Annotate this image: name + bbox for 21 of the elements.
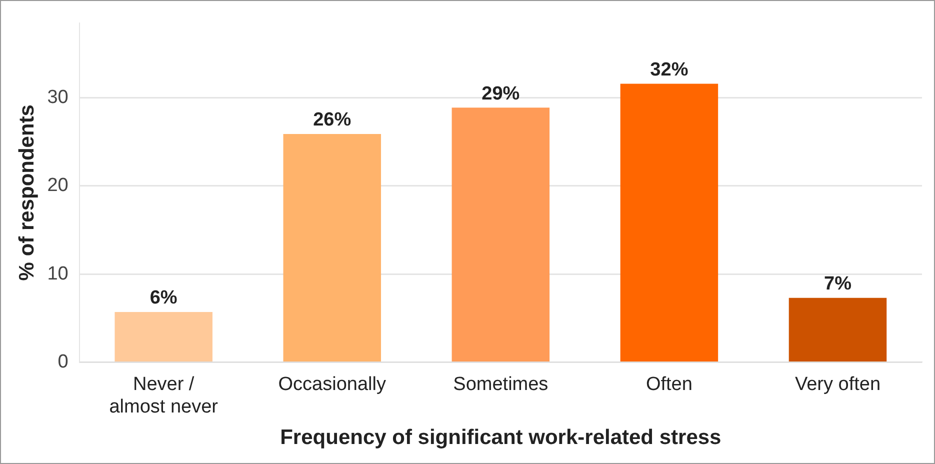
data-label: 7% [824,274,852,295]
y-tick-label: 10 [47,263,68,284]
bar [283,134,382,362]
x-axis-title: Frequency of significant work-related stress [280,426,722,450]
data-label: 6% [150,288,178,309]
y-tick-label: 30 [47,87,68,108]
y-axis-title: % of respondents [15,104,38,281]
x-tick-label: Occasionally [278,374,386,395]
data-label: 26% [313,110,352,131]
x-tick-label: Very often [794,374,881,395]
data-label: 32% [650,60,688,81]
x-tick-label: Never / almost never [109,374,219,418]
bar [452,108,550,362]
bar [788,298,887,362]
x-tick-label: Sometimes [453,374,548,395]
x-tick-label: Often [646,374,692,395]
bar [114,312,212,362]
y-tick-label: 20 [47,175,68,196]
y-tick-label: 0 [58,351,68,372]
bar [620,84,718,362]
data-label: 29% [482,83,520,104]
